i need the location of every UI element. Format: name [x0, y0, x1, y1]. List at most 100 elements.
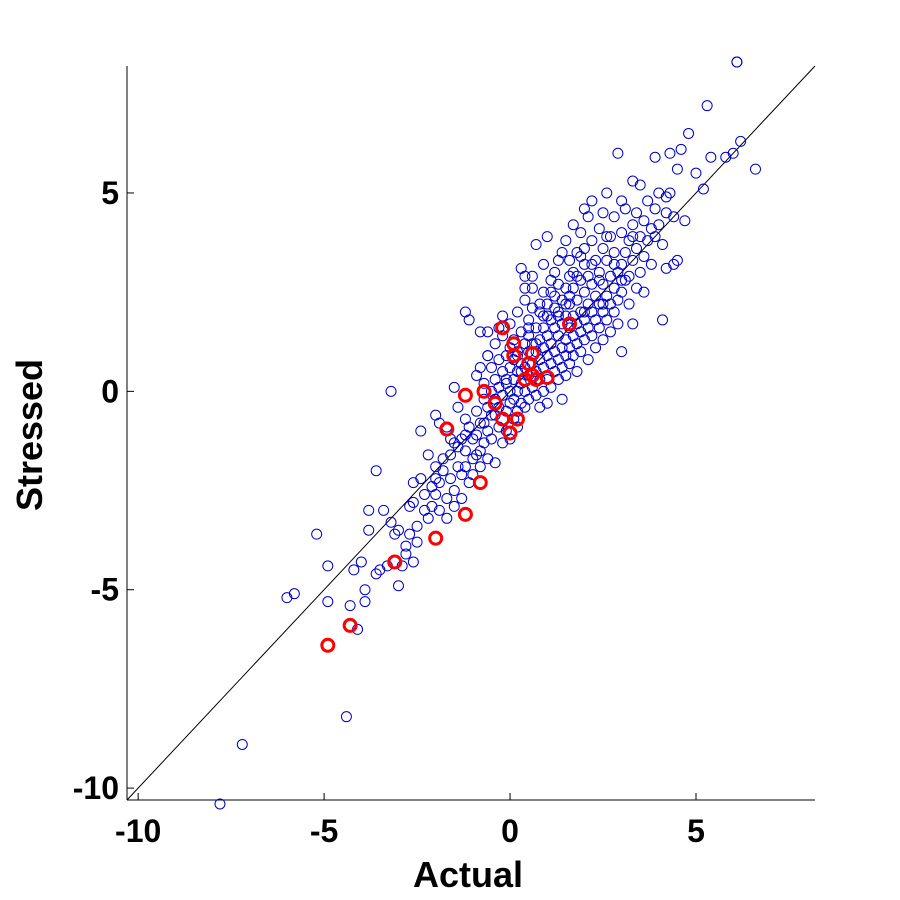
- data-point-blue: [571, 366, 583, 378]
- x-tick-label: 0: [501, 813, 519, 849]
- data-point-blue: [679, 215, 691, 227]
- y-tick-label: 5: [101, 175, 119, 211]
- data-point-blue: [515, 262, 527, 274]
- data-point-blue: [701, 100, 713, 112]
- data-point-blue: [556, 393, 568, 405]
- data-point-blue: [601, 314, 613, 326]
- data-point-blue: [627, 254, 639, 266]
- data-point-blue: [612, 318, 624, 330]
- data-point-blue: [560, 334, 572, 346]
- data-point-blue: [549, 346, 561, 358]
- data-point-blue: [593, 266, 605, 278]
- data-point-blue: [567, 350, 579, 362]
- y-axis-title: Stressed: [9, 359, 50, 511]
- data-point-blue: [530, 389, 542, 401]
- data-point-blue: [586, 195, 598, 207]
- data-point-blue: [623, 298, 635, 310]
- data-point-red: [524, 346, 540, 362]
- data-point-blue: [370, 465, 382, 477]
- data-point-blue: [675, 143, 687, 155]
- data-point-blue: [459, 429, 471, 441]
- data-point-blue: [459, 413, 471, 425]
- x-axis-title: Actual: [413, 854, 523, 895]
- data-point-blue: [456, 492, 468, 504]
- data-point-blue: [370, 568, 382, 580]
- data-point-blue: [541, 397, 553, 409]
- data-point-blue: [549, 266, 561, 278]
- data-point-blue: [545, 358, 557, 370]
- data-point-blue: [552, 373, 564, 385]
- data-point-blue: [519, 385, 531, 397]
- data-point-blue: [497, 310, 509, 322]
- data-point-blue: [608, 306, 620, 318]
- data-point-blue: [575, 250, 587, 262]
- data-point-blue: [541, 231, 553, 243]
- data-point-blue: [463, 421, 475, 433]
- data-point-blue: [530, 239, 542, 251]
- data-point-blue: [511, 306, 523, 318]
- data-point-blue: [415, 425, 427, 437]
- data-point-red: [428, 530, 444, 546]
- data-point-blue: [664, 187, 676, 199]
- data-point-red: [320, 637, 336, 653]
- data-point-blue: [575, 326, 587, 338]
- data-point-blue: [597, 334, 609, 346]
- data-point-blue: [311, 528, 323, 540]
- data-point-blue: [582, 322, 594, 334]
- data-point-blue: [634, 179, 646, 191]
- data-point-red: [439, 421, 455, 437]
- axes: [126, 66, 815, 801]
- data-point-blue: [493, 381, 505, 393]
- data-point-blue: [448, 485, 460, 497]
- data-point-blue: [363, 524, 375, 536]
- data-point-blue: [634, 266, 646, 278]
- data-point-blue: [530, 322, 542, 334]
- data-point-blue: [601, 290, 613, 302]
- data-point-blue: [567, 219, 579, 231]
- data-point-blue: [288, 588, 300, 600]
- data-point-blue: [485, 362, 497, 374]
- data-point-blue: [471, 369, 483, 381]
- x-tick-label: 5: [687, 813, 705, 849]
- data-point-blue: [597, 207, 609, 219]
- data-point-blue: [482, 425, 494, 437]
- data-point-blue: [630, 243, 642, 255]
- data-point-blue: [497, 437, 509, 449]
- data-point-blue: [430, 473, 442, 485]
- data-point-blue: [571, 270, 583, 282]
- data-point-blue: [526, 282, 538, 294]
- data-point-blue: [564, 290, 576, 302]
- data-point-blue: [452, 441, 464, 453]
- data-point-blue: [657, 239, 669, 251]
- data-point-blue: [407, 496, 419, 508]
- data-point-blue: [586, 278, 598, 290]
- data-point-blue: [668, 211, 680, 223]
- data-point-red: [387, 554, 403, 570]
- data-point-blue: [619, 203, 631, 215]
- data-point-blue: [344, 600, 356, 612]
- data-point-blue: [385, 516, 397, 528]
- data-point-blue: [683, 127, 695, 139]
- data-point-blue: [404, 500, 416, 512]
- data-point-blue: [471, 429, 483, 441]
- data-point-red: [487, 395, 503, 411]
- data-point-blue: [645, 223, 657, 235]
- data-point-blue: [471, 405, 483, 417]
- data-point-blue: [523, 314, 535, 326]
- data-point-blue: [608, 246, 620, 258]
- data-point-blue: [608, 282, 620, 294]
- data-point-blue: [578, 334, 590, 346]
- data-point-blue: [485, 433, 497, 445]
- data-point-blue: [627, 219, 639, 231]
- data-point-blue: [660, 191, 672, 203]
- data-point-blue: [604, 270, 616, 282]
- data-point-blue: [504, 397, 516, 409]
- data-point-blue: [433, 504, 445, 516]
- data-point-blue: [471, 449, 483, 461]
- data-point-blue: [437, 465, 449, 477]
- data-point-blue: [564, 342, 576, 354]
- data-point-blue: [482, 453, 494, 465]
- data-point-blue: [500, 373, 512, 385]
- data-point-blue: [236, 738, 248, 750]
- data-point-red: [476, 383, 492, 399]
